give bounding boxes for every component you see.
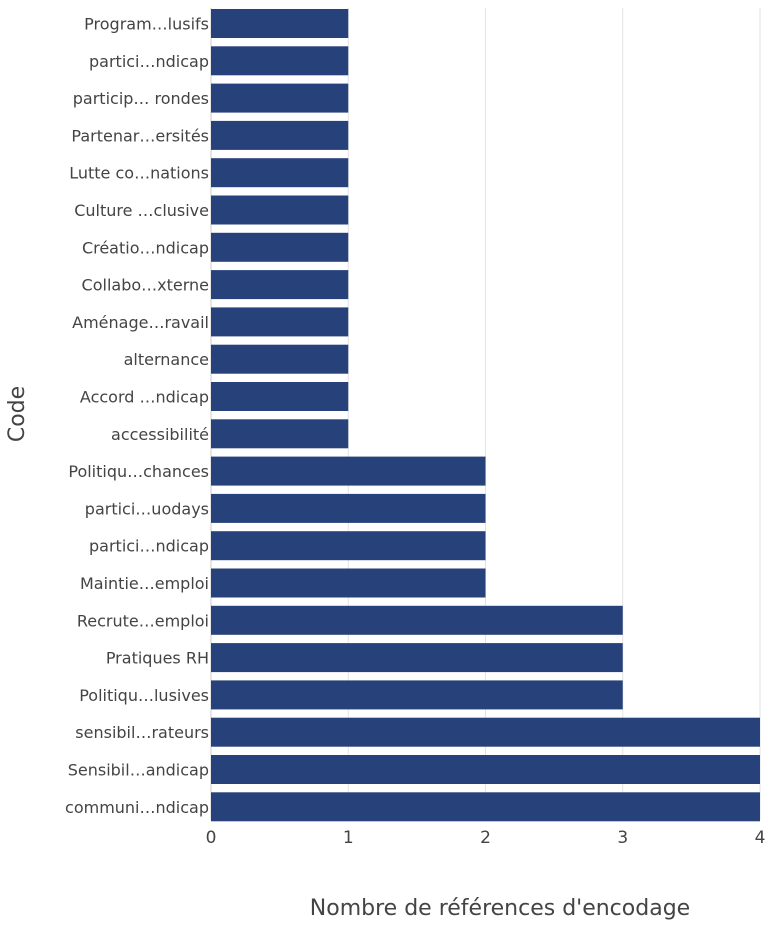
category-label: particip… rondes bbox=[73, 89, 209, 108]
bar bbox=[211, 307, 349, 337]
category-label: sensibil…rateurs bbox=[75, 723, 209, 742]
category-label: communi…ndicap bbox=[65, 798, 209, 817]
category-labels: Program…lusifs partici…ndicap particip… ro… bbox=[65, 15, 209, 817]
category-label: Collabo…xterne bbox=[82, 276, 209, 295]
bar bbox=[211, 643, 623, 673]
category-label: Accord …ndicap bbox=[80, 388, 209, 407]
bar bbox=[211, 456, 486, 486]
bar bbox=[211, 568, 486, 598]
bar bbox=[211, 120, 349, 150]
category-label: Lutte co…nations bbox=[69, 164, 209, 183]
category-label: Program…lusifs bbox=[84, 15, 209, 34]
bar bbox=[211, 792, 760, 822]
bar bbox=[211, 270, 349, 300]
x-tick-label: 4 bbox=[755, 828, 766, 848]
y-axis-title: Code bbox=[5, 386, 30, 442]
x-tick-label: 0 bbox=[206, 828, 217, 848]
bar bbox=[211, 755, 760, 784]
x-axis-title: Nombre de références d'encodage bbox=[310, 896, 690, 921]
category-label: Aménage…ravail bbox=[72, 313, 209, 332]
category-label: alternance bbox=[124, 350, 209, 369]
bar bbox=[211, 195, 349, 225]
bar bbox=[211, 531, 486, 561]
category-label: accessibilité bbox=[111, 425, 209, 444]
bar bbox=[211, 9, 349, 38]
bar bbox=[211, 680, 623, 710]
x-tick-label: 1 bbox=[343, 828, 354, 848]
bar bbox=[211, 717, 760, 747]
category-label: Politiqu…chances bbox=[68, 462, 209, 481]
category-label: Recrute…emploi bbox=[77, 611, 209, 630]
category-label: partici…ndicap bbox=[89, 537, 209, 556]
category-label: Partenar…ersités bbox=[71, 126, 209, 145]
bar bbox=[211, 493, 486, 523]
category-label: Maintie…emploi bbox=[80, 574, 209, 593]
bar bbox=[211, 158, 349, 188]
category-label: Politiqu…lusives bbox=[79, 686, 209, 705]
category-label: Sensibil…andicap bbox=[68, 761, 209, 780]
category-label: Créatio…ndicap bbox=[82, 238, 209, 257]
x-tick-label: 2 bbox=[480, 828, 491, 848]
bar bbox=[211, 419, 349, 449]
category-label: partici…ndicap bbox=[89, 52, 209, 71]
category-label: Pratiques RH bbox=[106, 649, 209, 668]
x-tick-labels: 0 1 2 3 4 bbox=[206, 828, 766, 848]
category-label: partici…uodays bbox=[85, 499, 209, 518]
category-label: Culture …clusive bbox=[74, 201, 209, 220]
bar bbox=[211, 83, 349, 113]
bar bbox=[211, 382, 349, 411]
x-tick-label: 3 bbox=[617, 828, 628, 848]
bars bbox=[211, 9, 760, 822]
bar bbox=[211, 344, 349, 374]
bar bbox=[211, 605, 623, 635]
bar bbox=[211, 232, 349, 262]
bar bbox=[211, 46, 349, 76]
